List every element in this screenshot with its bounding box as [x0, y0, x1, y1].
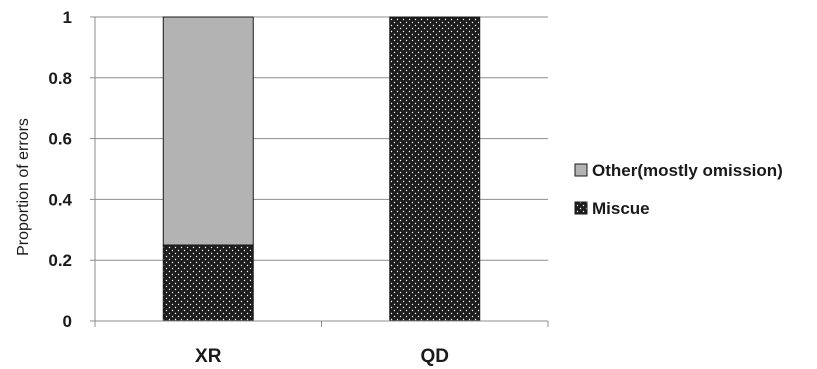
- bar-qd-miscue: [389, 16, 481, 322]
- legend-label-0: Other(mostly omission): [592, 161, 783, 180]
- legend-label-1: Miscue: [592, 199, 650, 218]
- y-tick-label-4: 0.8: [48, 69, 72, 88]
- x-tick-labels: XR QD: [195, 346, 449, 367]
- x-tick-label-xr: XR: [195, 346, 222, 367]
- y-tick-label-1: 0.2: [48, 251, 72, 270]
- y-tick-label-2: 0.4: [48, 190, 72, 209]
- bars: [162, 16, 481, 322]
- y-axis-title: Proportion of errors: [15, 118, 32, 256]
- y-tick-label-0: 0: [63, 312, 72, 331]
- y-tick-label-5: 1: [63, 8, 72, 27]
- x-tick-label-qd: QD: [421, 346, 450, 367]
- legend-swatch-0: [574, 163, 588, 177]
- y-tick-labels: 0 0.2 0.4 0.6 0.8 1: [48, 8, 72, 331]
- y-tick-label-3: 0.6: [48, 130, 72, 149]
- bar-xr-other-mostly-omission: [162, 16, 254, 246]
- axes: [90, 16, 549, 327]
- legend: Other(mostly omission) Miscue: [574, 161, 783, 218]
- bar-xr-miscue: [162, 244, 254, 322]
- legend-swatch-1: [574, 201, 588, 215]
